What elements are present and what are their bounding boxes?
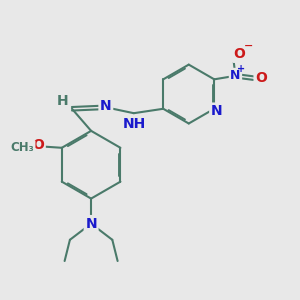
Text: O: O <box>32 138 44 152</box>
Text: +: + <box>237 64 245 74</box>
Text: CH₃: CH₃ <box>11 141 34 154</box>
Text: N: N <box>230 69 241 82</box>
Text: NH: NH <box>123 117 146 131</box>
Text: N: N <box>100 99 112 113</box>
Text: O: O <box>234 47 245 61</box>
Text: O: O <box>255 71 267 85</box>
Text: N: N <box>85 217 97 231</box>
Text: H: H <box>57 94 68 107</box>
Text: −: − <box>244 40 253 50</box>
Text: N: N <box>211 104 222 118</box>
